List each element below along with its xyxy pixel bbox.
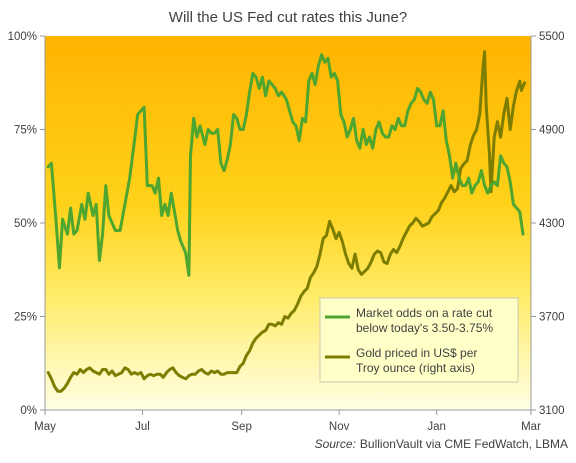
x-tick-label: Sep (231, 421, 251, 433)
x-tick-label: Nov (329, 421, 350, 433)
legend-label-gold-line-2: Troy ounce (right axis) (356, 361, 475, 375)
source-note: Source: BullionVault via CME FedWatch, LB… (315, 437, 568, 451)
x-tick-label: Jul (135, 421, 150, 433)
chart-title: Will the US Fed cut rates this June? (169, 9, 407, 26)
series-line-market-odds (46, 53, 525, 277)
y-right-tick-label: 3700 (539, 312, 565, 324)
x-tick-label: May (34, 421, 56, 433)
x-tick-label: Jan (427, 421, 446, 433)
legend-label-gold-line-1: Gold priced in US$ per (356, 346, 477, 360)
legend-label-market-odds-line-2: below today's 3.50-3.75% (356, 321, 493, 335)
plot-lines (46, 50, 527, 393)
legend: Market odds on a rate cut below today's … (319, 297, 519, 383)
x-tick-label: Mar (521, 421, 541, 433)
y-right-tick-label: 4300 (539, 218, 565, 230)
y-left-tick-label: 50% (14, 218, 37, 230)
source-text: BullionVault via CME FedWatch, LBMA (360, 437, 568, 451)
source-label: Source: (315, 437, 356, 451)
y-right-tick-label: 5500 (539, 31, 565, 43)
legend-label-market-odds-line-1: Market odds on a rate cut (356, 306, 493, 320)
y-left-tick-label: 0% (20, 405, 37, 417)
y-right-tick-label: 3100 (539, 405, 565, 417)
y-left-tick-label: 25% (14, 312, 37, 324)
series-line-gold (46, 50, 527, 393)
y-left-tick-label: 100% (8, 31, 37, 43)
y-right-tick-label: 4900 (539, 125, 565, 137)
axis-ticks: May Jul Sep Nov Jan Mar 0% 25% 50% 75% 100% 3100 370… (8, 31, 565, 433)
legend-box (319, 297, 519, 383)
y-left-tick-label: 75% (14, 125, 37, 137)
